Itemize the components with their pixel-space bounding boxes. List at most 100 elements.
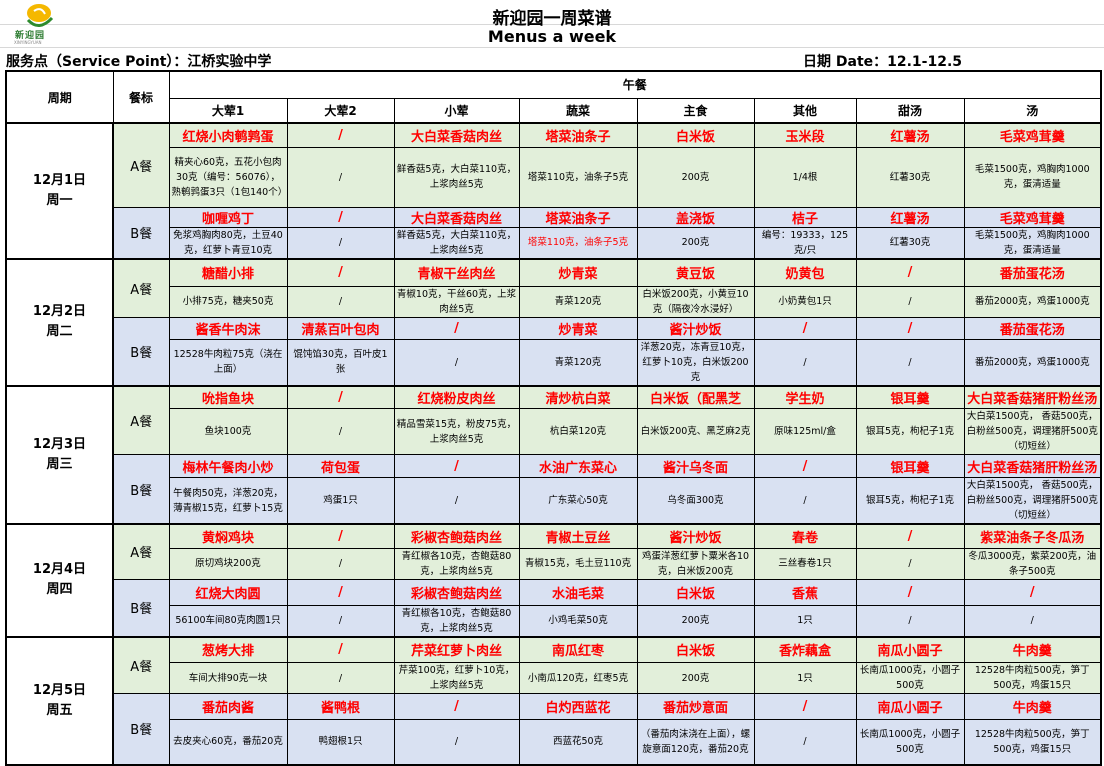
- dish-detail: /: [855, 285, 965, 318]
- dish-name: /: [286, 206, 395, 228]
- dish-detail: 三丝春卷1只: [753, 547, 857, 580]
- meal-label: B餐: [112, 578, 170, 637]
- dish-detail: /: [393, 338, 520, 386]
- dish-detail: 番茄2000克，鸡蛋1000克: [963, 285, 1102, 318]
- dish-name: 番茄蛋花汤: [963, 258, 1102, 287]
- dish-name: /: [286, 122, 395, 148]
- day-cell: 12月4日周四: [5, 523, 114, 637]
- dish-detail: 乌冬面300克: [636, 477, 755, 525]
- dish-name: /: [963, 578, 1102, 606]
- dish-name: 牛肉羹: [963, 693, 1102, 720]
- dish-detail: 鲜香菇5克，大白菜110克，上浆肉丝5克: [393, 226, 520, 260]
- dish-name: 南瓜红枣: [518, 635, 638, 663]
- dish-name: 红薯汤: [855, 206, 965, 228]
- dish-detail: /: [393, 719, 520, 765]
- dish-detail: /: [286, 285, 395, 318]
- dish-detail: 银耳5克，枸杞子1克: [855, 477, 965, 525]
- dish-detail: 车间大排90克一块: [168, 662, 288, 694]
- dish-detail: 西蓝花50克: [518, 719, 638, 765]
- dish-detail: 塔菜110克，油条子5克: [518, 146, 638, 208]
- dish-detail: /: [855, 547, 965, 580]
- dish-detail: 白米饭200克，小黄豆10克（隔夜冷水浸好）: [636, 285, 755, 318]
- dish-detail: 鲜香菇5克，大白菜110克，上浆肉丝5克: [393, 146, 520, 208]
- dish-detail: 鸡蛋洋葱红萝卜粟米各10克，白米饭200克: [636, 547, 755, 580]
- dish-name: /: [393, 316, 520, 340]
- dish-name: 塔菜油条子: [518, 206, 638, 228]
- dish-detail: 芹菜100克，红萝卜10克，上浆肉丝5克: [393, 662, 520, 694]
- dish-name: 红烧大肉圆: [168, 578, 288, 606]
- dish-name: /: [286, 384, 395, 409]
- dish-name: 紫菜油条子冬瓜汤: [963, 523, 1102, 549]
- dish-detail: 青红椒各10克，杏鲍菇80克，上浆肉丝5克: [393, 547, 520, 580]
- dish-name: 黄焖鸡块: [168, 523, 288, 549]
- sheet-gridline: [0, 47, 1104, 48]
- day-date: 12月5日: [32, 682, 87, 698]
- dish-detail: 鱼块100克: [168, 408, 288, 455]
- dish-name: /: [286, 523, 395, 549]
- dish-name: 红烧小肉鹌鹑蛋: [168, 122, 288, 148]
- meal-label: A餐: [112, 523, 170, 580]
- dish-name: 大白菜香菇肉丝: [393, 206, 520, 228]
- dish-name: 毛菜鸡茸羹: [963, 206, 1102, 228]
- dish-detail: /: [286, 547, 395, 580]
- dish-detail: 青椒15克，毛土豆110克: [518, 547, 638, 580]
- day-date: 12月2日: [32, 304, 87, 320]
- column-header-dish: 汤: [963, 97, 1102, 124]
- meal-label: A餐: [112, 384, 170, 455]
- meal-label: B餐: [112, 206, 170, 260]
- logo-text: 新迎园: [15, 31, 46, 41]
- dish-name: 银耳羹: [855, 454, 965, 478]
- dish-name: 芹菜红萝卜肉丝: [393, 635, 520, 663]
- dish-name: 吮指鱼块: [168, 384, 288, 409]
- meal-label: A餐: [112, 122, 170, 208]
- dish-detail: /: [286, 408, 395, 455]
- dish-name: /: [393, 454, 520, 478]
- dish-detail: 精夹心60克，五花小包肉30克（编号：56076），熟鹌鹑蛋3只（1包140个）: [168, 146, 288, 208]
- dish-detail: /: [855, 338, 965, 386]
- dish-name: /: [855, 258, 965, 287]
- dish-name: 番茄肉酱: [168, 693, 288, 720]
- dish-name: 酱香牛肉沫: [168, 316, 288, 340]
- dish-detail: 1只: [753, 662, 857, 694]
- dish-name: 银耳羹: [855, 384, 965, 409]
- dish-detail: 番茄2000克，鸡蛋1000克: [963, 338, 1102, 386]
- service-point: 服务点（Service Point）：江桥实验中学: [6, 54, 272, 70]
- dish-name: 香炸藕盒: [753, 635, 857, 663]
- column-header-dish: 大荤2: [286, 97, 395, 124]
- dish-detail: /: [286, 146, 395, 208]
- dish-name: 白米饭: [636, 122, 755, 148]
- day-weekday: 周四: [46, 582, 73, 598]
- dish-name: 咖喱鸡丁: [168, 206, 288, 228]
- dish-detail: 去皮夹心60克，番茄20克: [168, 719, 288, 765]
- dish-name: 糖醋小排: [168, 258, 288, 287]
- day-date: 12月3日: [32, 436, 87, 452]
- column-header-dish: 甜汤: [855, 97, 965, 124]
- dish-name: 黄豆饭: [636, 258, 755, 287]
- dish-detail: 青菜120克: [518, 338, 638, 386]
- dish-name: 白米饭: [636, 635, 755, 663]
- dish-detail: 鸡蛋1只: [286, 477, 395, 525]
- column-header-meal-type: 餐标: [112, 70, 170, 124]
- dish-name: 春卷: [753, 523, 857, 549]
- dish-detail: 免浆鸡胸肉80克，土豆40克，红萝卜青豆10克: [168, 226, 288, 260]
- dish-detail: 青椒10克，干丝60克，上浆肉丝5克: [393, 285, 520, 318]
- day-date: 12月4日: [32, 562, 87, 578]
- dish-name: 南瓜小圆子: [855, 635, 965, 663]
- dish-detail: 200克: [636, 146, 755, 208]
- dish-name: 荷包蛋: [286, 454, 395, 478]
- dish-detail: 12528牛肉粒75克（浇在上面）: [168, 338, 288, 386]
- dish-detail: /: [753, 477, 857, 525]
- meal-label: B餐: [112, 454, 170, 525]
- dish-name: 桔子: [753, 206, 857, 228]
- dish-name: /: [855, 578, 965, 606]
- dish-detail: 鸭翅根1只: [286, 719, 395, 765]
- dish-detail: 小鸡毛菜50克: [518, 604, 638, 637]
- meal-label: A餐: [112, 635, 170, 694]
- dish-detail: 1只: [753, 604, 857, 637]
- dish-detail: 精品雪菜15克，粉皮75克，上浆肉丝5克: [393, 408, 520, 455]
- dish-detail: 杭白菜120克: [518, 408, 638, 455]
- dish-name: 玉米段: [753, 122, 857, 148]
- dish-name: /: [286, 578, 395, 606]
- day-weekday: 周五: [46, 702, 73, 718]
- dish-detail: 1/4根: [753, 146, 857, 208]
